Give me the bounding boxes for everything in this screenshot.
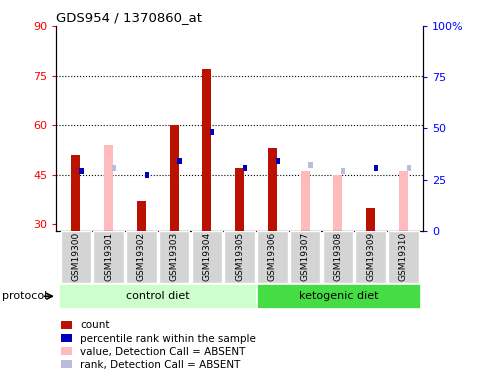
Text: control diet: control diet xyxy=(126,291,189,301)
Text: protocol: protocol xyxy=(2,291,48,301)
Text: GSM19305: GSM19305 xyxy=(235,232,244,282)
Bar xyxy=(177,158,182,164)
Bar xyxy=(159,231,189,283)
Text: GSM19309: GSM19309 xyxy=(366,232,374,282)
Bar xyxy=(126,231,156,283)
Bar xyxy=(235,168,244,231)
Bar xyxy=(79,168,83,174)
Text: GSM19300: GSM19300 xyxy=(71,232,80,282)
Text: GSM19310: GSM19310 xyxy=(398,232,407,282)
Text: GSM19308: GSM19308 xyxy=(333,232,342,282)
Text: ketogenic diet: ketogenic diet xyxy=(298,291,378,301)
Bar xyxy=(365,207,374,231)
Text: GSM19303: GSM19303 xyxy=(169,232,178,282)
Bar xyxy=(93,231,124,283)
Legend: count, percentile rank within the sample, value, Detection Call = ABSENT, rank, : count, percentile rank within the sample… xyxy=(61,320,256,370)
Bar xyxy=(275,158,280,164)
Bar xyxy=(144,172,149,177)
Bar xyxy=(169,125,178,231)
Bar xyxy=(61,231,91,283)
Text: GSM19307: GSM19307 xyxy=(300,232,309,282)
Bar xyxy=(71,155,81,231)
Bar xyxy=(257,231,287,283)
Bar xyxy=(191,231,222,283)
Bar xyxy=(322,231,352,283)
Bar xyxy=(210,129,214,135)
Text: GSM19302: GSM19302 xyxy=(137,232,145,281)
Text: GSM19304: GSM19304 xyxy=(202,232,211,281)
Bar xyxy=(59,284,256,308)
Text: GSM19306: GSM19306 xyxy=(267,232,276,282)
Bar xyxy=(354,231,385,283)
Bar xyxy=(406,165,410,171)
Bar xyxy=(257,284,419,308)
Bar xyxy=(243,165,247,171)
Bar xyxy=(387,231,418,283)
Bar xyxy=(333,175,342,231)
Bar xyxy=(104,145,113,231)
Bar xyxy=(300,171,309,231)
Bar xyxy=(202,69,211,231)
Bar xyxy=(289,231,320,283)
Bar xyxy=(373,165,377,171)
Bar xyxy=(224,231,254,283)
Bar xyxy=(341,168,345,174)
Text: GSM19301: GSM19301 xyxy=(104,232,113,282)
Bar xyxy=(267,148,276,231)
Bar xyxy=(137,201,145,231)
Bar xyxy=(112,165,116,171)
Bar xyxy=(398,171,407,231)
Bar xyxy=(308,162,312,168)
Text: GDS954 / 1370860_at: GDS954 / 1370860_at xyxy=(56,11,202,24)
